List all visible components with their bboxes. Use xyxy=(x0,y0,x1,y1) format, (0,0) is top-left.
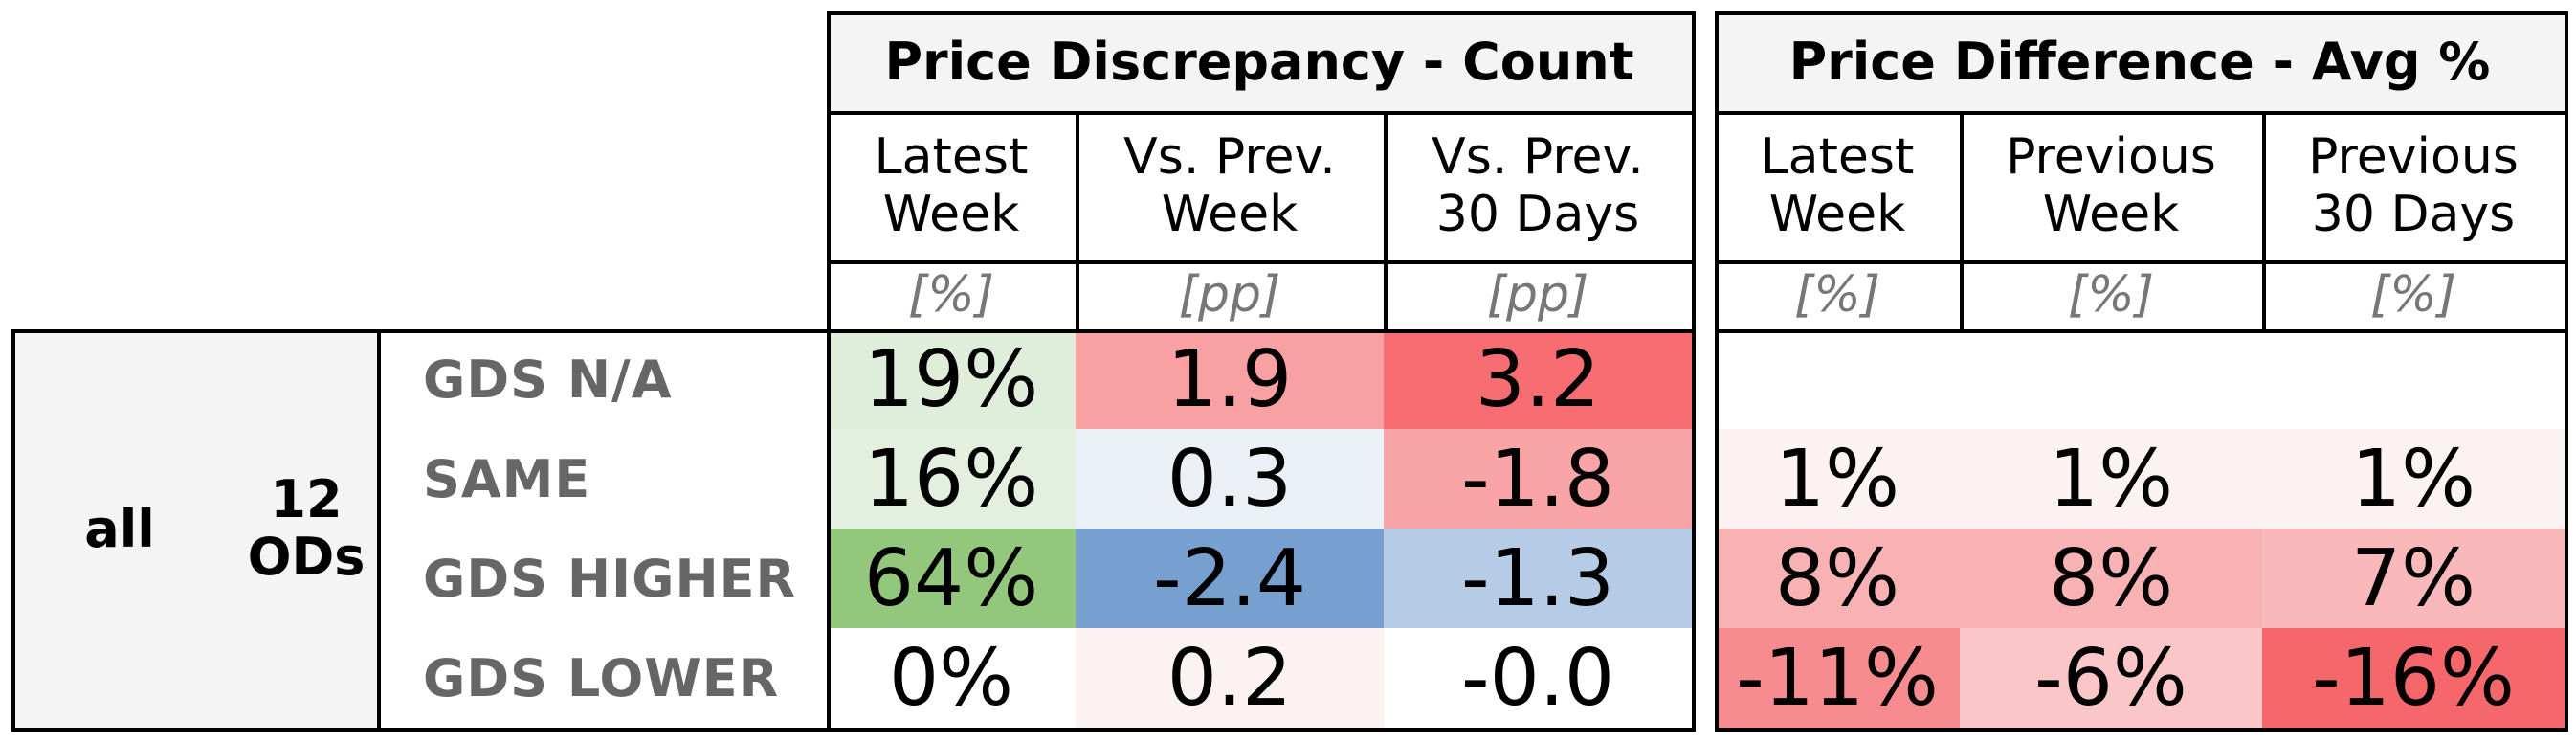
row-label: GDS HIGHER xyxy=(423,548,797,609)
row-label: SAME xyxy=(423,448,591,509)
table-cell: 1% xyxy=(1960,429,2262,529)
table-cell: 7% xyxy=(2262,529,2565,628)
table-cell: 3.2 xyxy=(1384,329,1692,429)
table-cell: 16% xyxy=(827,429,1076,529)
column-divider xyxy=(2262,111,2266,329)
group-header-frame xyxy=(1715,11,2568,732)
row-divider xyxy=(11,329,1692,333)
column-unit: [pp] xyxy=(1486,266,1589,324)
table-cell: 8% xyxy=(1960,529,2262,628)
table-cell: 64% xyxy=(827,529,1076,628)
table-cell: 1.9 xyxy=(1076,329,1384,429)
table-cell: -1.8 xyxy=(1384,429,1692,529)
table-cell xyxy=(2262,329,2565,429)
column-unit: [%] xyxy=(1794,266,1880,324)
table-cell: -2.4 xyxy=(1076,529,1384,628)
table-cell xyxy=(1960,329,2262,429)
table-cell: -16% xyxy=(2262,628,2565,728)
table-cell: -6% xyxy=(1960,628,2262,728)
table-cell: -11% xyxy=(1715,628,1960,728)
group-title: Price Discrepancy - Count xyxy=(827,11,1692,111)
table-cell: 0.3 xyxy=(1076,429,1384,529)
row-divider xyxy=(1715,260,2565,264)
column-divider xyxy=(1384,111,1388,329)
segment-label: all xyxy=(84,498,155,559)
column-header: Previous 30 Days xyxy=(2308,128,2519,243)
row-divider xyxy=(1715,111,2565,115)
segment-panel xyxy=(11,329,377,728)
group-header-frame xyxy=(827,11,1696,732)
row-divider xyxy=(827,260,1692,264)
table-cell: 19% xyxy=(827,329,1076,429)
column-header: Vs. Prev. Week xyxy=(1123,128,1336,243)
row-label: GDS N/A xyxy=(423,349,673,410)
column-header: Previous Week xyxy=(2006,128,2216,243)
table-cell: 8% xyxy=(1715,529,1960,628)
row-divider xyxy=(827,111,1692,115)
column-divider xyxy=(1076,111,1079,329)
od-count-label: 12 ODs xyxy=(247,469,366,587)
column-unit: [%] xyxy=(2370,266,2456,324)
column-header: Latest Week xyxy=(1760,128,1915,243)
table-cell xyxy=(1715,329,1960,429)
column-header: Vs. Prev. 30 Days xyxy=(1432,128,1644,243)
table-cell: 0% xyxy=(827,628,1076,728)
table-cell: -0.0 xyxy=(1384,628,1692,728)
row-header-frame xyxy=(11,329,831,732)
column-unit: [%] xyxy=(2068,266,2154,324)
column-unit: [%] xyxy=(908,266,994,324)
table-cell: 1% xyxy=(2262,429,2565,529)
column-divider xyxy=(1960,111,1964,329)
group-title: Price Difference - Avg % xyxy=(1715,11,2565,111)
table-cell: 0.2 xyxy=(1076,628,1384,728)
table-cell: -1.3 xyxy=(1384,529,1692,628)
column-divider xyxy=(377,329,381,728)
column-header: Latest Week xyxy=(874,128,1029,243)
row-label: GDS LOWER xyxy=(423,647,780,709)
table-cell: 1% xyxy=(1715,429,1960,529)
row-divider xyxy=(1715,329,2565,333)
column-unit: [pp] xyxy=(1178,266,1281,324)
